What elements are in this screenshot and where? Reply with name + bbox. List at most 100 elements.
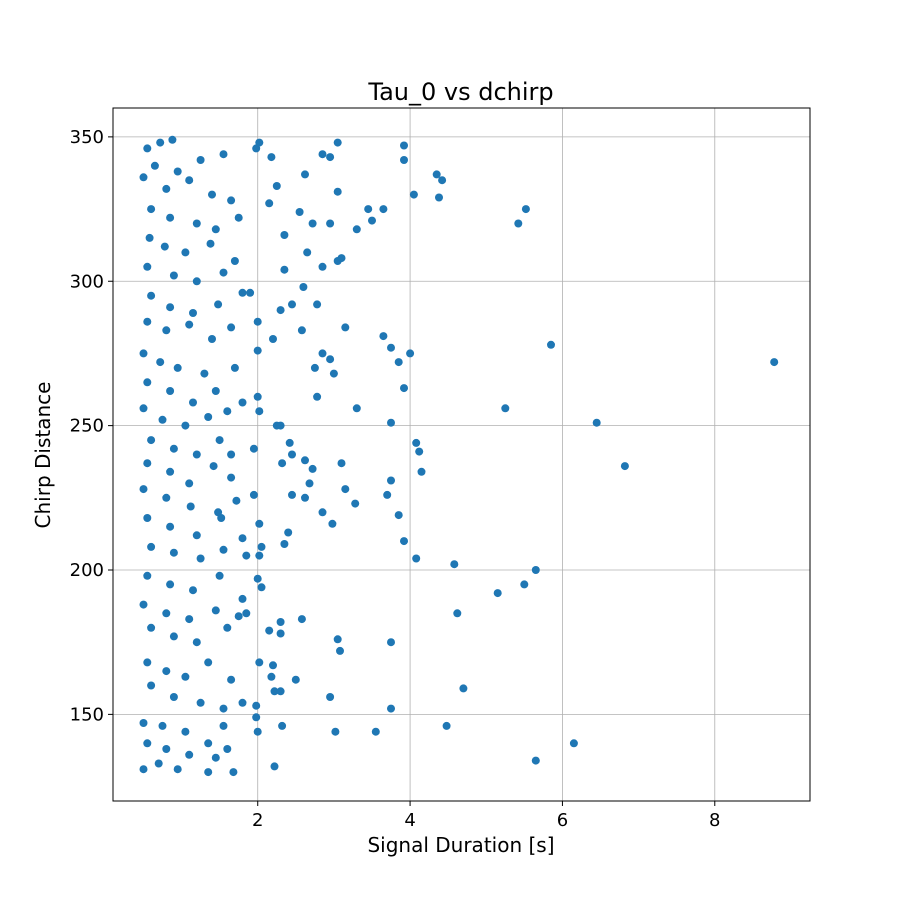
data-point [185, 750, 194, 759]
data-point [280, 231, 289, 239]
data-point [280, 265, 289, 274]
data-point [400, 384, 408, 393]
data-point [276, 306, 285, 315]
data-point [592, 418, 601, 427]
data-point [196, 698, 205, 707]
data-point [217, 514, 226, 522]
data-point [400, 141, 408, 150]
data-point [394, 511, 403, 520]
data-point [352, 404, 361, 413]
data-point [162, 184, 171, 193]
data-point [211, 225, 220, 234]
data-point [569, 739, 578, 748]
data-point [242, 551, 251, 560]
data-point [189, 586, 197, 595]
data-point [299, 283, 308, 291]
data-point [400, 156, 408, 164]
data-point [547, 340, 555, 349]
data-point [337, 459, 346, 468]
x-tick-label: 6 [557, 810, 568, 831]
data-point [156, 358, 165, 367]
data-point [211, 606, 220, 615]
data-point [331, 727, 340, 736]
data-point [162, 326, 171, 335]
data-point [435, 193, 443, 202]
data-point [162, 493, 171, 502]
data-point [147, 436, 156, 445]
data-point [173, 363, 182, 372]
data-point [145, 233, 154, 242]
data-point [318, 508, 327, 517]
data-point [204, 768, 213, 777]
data-point [139, 173, 148, 182]
data-point [379, 205, 388, 214]
data-point [143, 571, 152, 580]
chart-title: Tau_0 vs dchirp [367, 78, 553, 106]
data-point [252, 701, 261, 710]
data-point [242, 609, 251, 618]
data-point [156, 138, 165, 147]
data-point [230, 363, 239, 372]
data-point [200, 369, 209, 378]
data-point [318, 150, 327, 159]
data-point [288, 300, 296, 309]
data-point [297, 615, 306, 624]
data-point [255, 519, 264, 528]
data-point [341, 323, 350, 332]
data-point [249, 444, 258, 453]
data-point [336, 646, 344, 655]
data-point [143, 317, 152, 326]
data-point [438, 176, 447, 185]
data-point [166, 522, 175, 531]
data-point [234, 612, 243, 621]
data-point [227, 450, 236, 459]
data-point [301, 170, 309, 179]
data-point [139, 485, 148, 494]
data-point [329, 369, 338, 378]
data-point [269, 661, 277, 670]
data-point [209, 462, 218, 471]
data-point [238, 534, 247, 543]
data-point [166, 303, 175, 312]
data-point [301, 493, 309, 502]
data-point [204, 413, 213, 421]
data-point [255, 407, 264, 416]
data-point [192, 219, 201, 228]
data-point [285, 438, 294, 447]
data-point [150, 161, 159, 170]
data-point [276, 629, 285, 638]
data-point [278, 721, 287, 730]
data-point [238, 398, 247, 407]
data-point [166, 580, 175, 589]
data-point [291, 675, 300, 684]
data-point [227, 323, 236, 332]
data-point [147, 205, 156, 214]
data-point [147, 291, 156, 300]
data-point [223, 407, 232, 416]
data-point [387, 418, 395, 427]
data-point [280, 540, 289, 548]
data-point [169, 271, 178, 280]
data-point [265, 199, 274, 208]
data-point [270, 762, 279, 771]
data-point [328, 519, 337, 528]
data-point [253, 317, 262, 326]
data-point [326, 153, 335, 162]
data-point [169, 632, 178, 641]
data-point [400, 537, 408, 546]
data-point [442, 721, 451, 730]
data-point [211, 753, 220, 762]
data-point [270, 687, 279, 696]
data-point [406, 349, 415, 358]
data-point [215, 436, 224, 445]
data-point [308, 464, 317, 473]
data-point [272, 182, 281, 190]
data-point [333, 187, 342, 196]
data-point [770, 358, 779, 367]
data-point [278, 459, 287, 468]
data-point [383, 490, 392, 499]
data-point [189, 398, 197, 407]
data-point [238, 698, 247, 707]
data-point [181, 672, 190, 681]
data-point [158, 415, 167, 424]
